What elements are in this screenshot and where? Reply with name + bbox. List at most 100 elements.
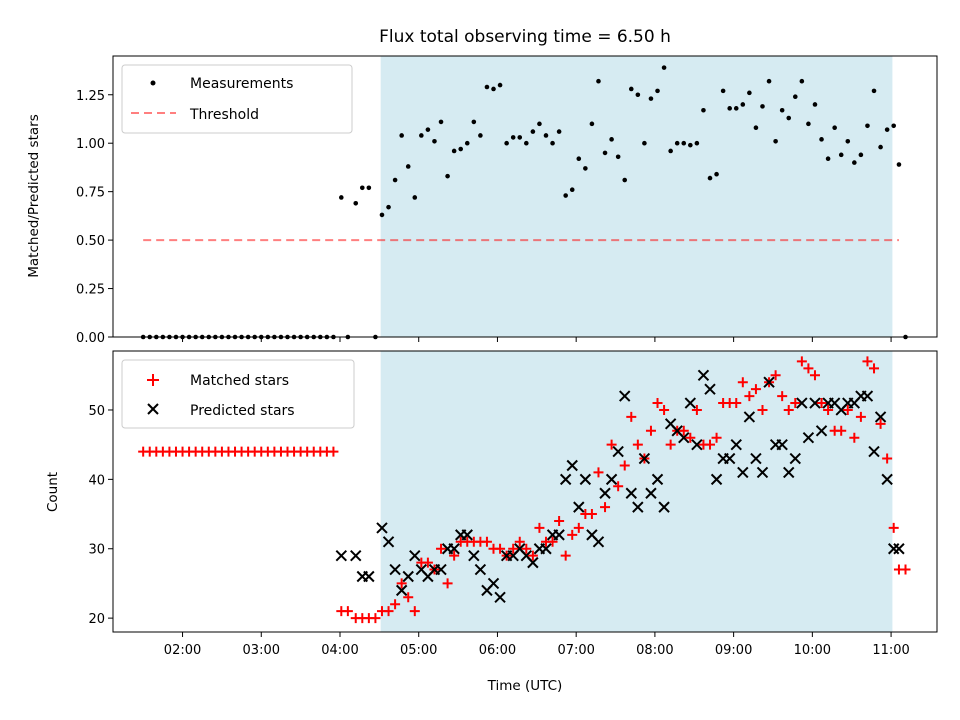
measurement-point [714,171,719,177]
predicted-star-point [494,591,506,604]
matched-star-point [567,529,578,540]
measurement-point [747,90,752,96]
measurement-point [694,140,700,146]
measurement-point [458,146,464,152]
matched-star-point [409,606,420,617]
predicted-star-point [893,543,905,555]
matched-star-point [645,425,656,436]
bottom-y-axis-label: Count [45,472,61,512]
top-legend: Measurements Threshold [121,64,353,134]
matched-star-point [691,404,702,415]
matched-star-point [849,432,860,443]
measurement-point [681,140,687,146]
top-y-tick-label: 1.25 [76,89,105,104]
matched-star-point [737,377,748,388]
top-y-tick-labels: 0.00 0.25 0.50 0.75 1.00 1.25 [76,89,105,346]
measurement-point [392,177,398,183]
measurement-point [792,94,798,99]
measurement-point [550,140,555,146]
x-tick-label: 02:00 [164,643,201,658]
predicted-star-point [363,570,375,583]
measurement-point [353,200,359,206]
measurement-point [609,137,614,142]
predicted-star-point [887,543,900,555]
predicted-star-point [389,563,401,576]
matched-star-point [783,404,794,415]
matched-star-point [750,384,761,395]
predicted-star-point [527,556,539,569]
predicted-star-point [651,473,664,486]
matched-star-point [606,439,617,450]
measurement-point [556,129,562,134]
measurement-point [569,187,575,193]
matched-stars-points [138,356,911,624]
predicted-star-point [645,487,657,499]
predicted-star-point [658,501,670,513]
predicted-star-point [579,473,592,486]
measurement-point [425,127,431,132]
measurement-point [740,102,746,107]
measurement-point [688,142,693,148]
matched-star-point [534,522,545,533]
legend-marker-measurements [150,80,156,86]
measurement-point [576,156,582,162]
predicted-star-point [382,536,395,548]
predicted-star-point [619,390,631,402]
legend-marker-predicted-stars [147,403,159,415]
matched-star-point [600,502,611,513]
measurement-point [530,129,536,134]
measurement-point [583,166,588,171]
predicted-star-point [487,577,500,590]
measurement-point [464,140,470,146]
measurement-point [399,133,404,138]
measurement-point [524,140,529,146]
measurement-point [760,104,765,109]
measurement-point [517,135,523,140]
matched-star-point [547,536,558,547]
x-tick-label: 09:00 [715,643,752,658]
predicted-star-point [730,438,742,451]
measurement-point [445,173,450,179]
matched-star-point [613,481,624,492]
matched-star-point [632,439,643,450]
measurement-point [878,144,883,150]
predicted-star-point [395,584,408,597]
top-y-tick-label: 0.50 [76,234,105,249]
measurement-point [642,140,647,146]
legend-label-threshold: Threshold [189,107,259,123]
predicted-stars-points [335,369,905,604]
predicted-star-point [809,397,821,409]
matched-star-point [705,439,716,450]
measurement-point [838,152,844,158]
measurement-point [707,175,713,181]
predicted-star-point [678,432,690,444]
predicted-star-point [874,411,887,423]
x-axis-label: Time (UTC) [487,678,563,694]
predicted-star-point [540,543,552,555]
matched-star-point [744,391,755,402]
measurement-point [668,148,673,154]
matched-star-point [593,467,604,478]
measurement-point [596,78,601,84]
predicted-star-point [684,397,697,409]
predicted-star-point [474,563,487,576]
measurement-point [628,86,634,92]
predicted-star-point [448,543,460,555]
predicted-star-point [350,549,362,562]
measurement-point [366,185,372,191]
matched-star-point [888,522,899,533]
top-y-tick-label: 0.75 [76,186,105,201]
legend-label-matched-stars: Matched stars [190,373,289,389]
matched-star-point [626,411,637,422]
matched-star-point [442,578,453,589]
measurement-point [419,133,424,138]
measurement-point [471,119,477,125]
measurement-point [622,177,628,183]
measurement-point [491,86,496,92]
measurement-point [779,107,785,113]
predicted-star-point [632,501,644,513]
predicted-star-point [881,473,893,486]
predicted-star-point [409,549,421,562]
top-y-tick-label: 1.00 [76,137,105,152]
matched-star-point [495,543,506,554]
